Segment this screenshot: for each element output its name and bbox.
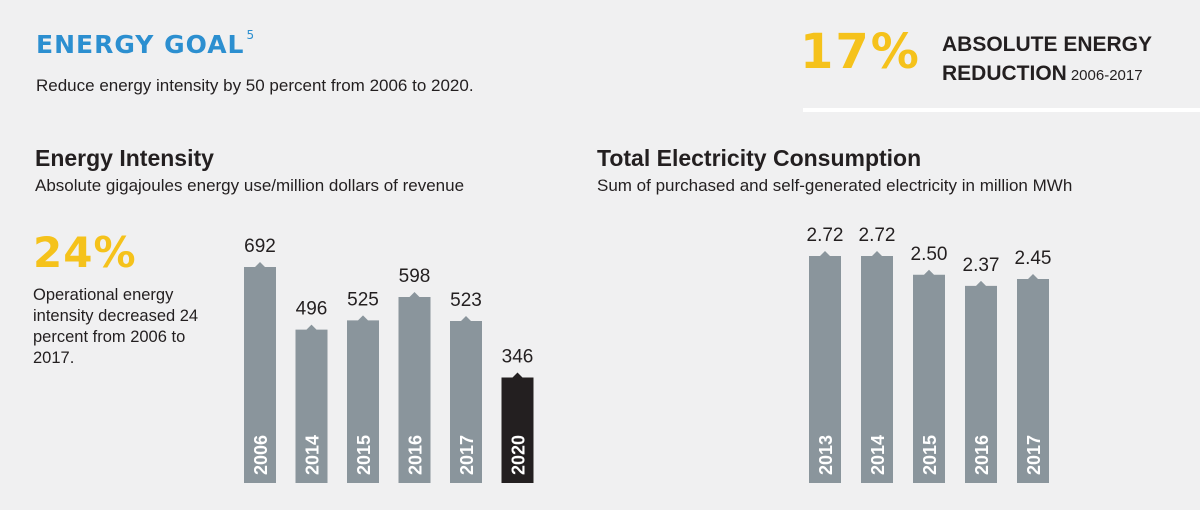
category-label-2017: 2017 bbox=[457, 435, 477, 475]
category-label-2014: 2014 bbox=[303, 435, 323, 475]
intensity-title: Energy Intensity bbox=[35, 145, 214, 171]
bar-2013 bbox=[809, 251, 841, 483]
goal-subtitle: Reduce energy intensity by 50 percent fr… bbox=[36, 76, 474, 95]
electricity-subtitle: Sum of purchased and self-generated elec… bbox=[597, 176, 1073, 195]
category-label-2013: 2013 bbox=[816, 435, 836, 475]
category-label-2020: 2020 bbox=[509, 435, 529, 475]
footnote-marker: 5 bbox=[246, 28, 256, 42]
kpi-label-line2: REDUCTION 2006-2017 bbox=[942, 62, 1143, 86]
category-label-2016: 2016 bbox=[972, 435, 992, 475]
value-label-2013: 2.72 bbox=[807, 225, 844, 246]
bar-2020 bbox=[501, 372, 534, 483]
value-label-2014: 2.72 bbox=[859, 225, 896, 246]
category-label-2014: 2014 bbox=[868, 435, 888, 475]
category-label-2015: 2015 bbox=[920, 435, 940, 475]
value-label-2017: 523 bbox=[450, 290, 482, 311]
value-label-2016: 2.37 bbox=[963, 255, 1000, 276]
energy-goal-title: ENERGY GOAL 5 bbox=[36, 28, 256, 59]
bar-2014 bbox=[861, 251, 893, 483]
bar-2016 bbox=[398, 292, 431, 483]
category-label-2006: 2006 bbox=[251, 435, 271, 475]
intensity-subtitle: Absolute gigajoules energy use/million d… bbox=[35, 176, 465, 195]
category-label-2017: 2017 bbox=[1024, 435, 1044, 475]
goal-title-text: ENERGY GOAL bbox=[36, 30, 245, 59]
value-label-2014: 496 bbox=[296, 299, 328, 320]
value-label-2017: 2.45 bbox=[1015, 248, 1052, 269]
bar-2017 bbox=[1017, 274, 1049, 483]
kpi-label-reduction: REDUCTION bbox=[942, 62, 1067, 85]
bar-2015 bbox=[347, 315, 379, 483]
kpi-percent: 17% bbox=[800, 24, 921, 80]
value-label-2015: 2.50 bbox=[911, 244, 948, 265]
value-label-2016: 598 bbox=[399, 266, 431, 287]
bar-2017 bbox=[450, 315, 482, 483]
value-label-2020: 346 bbox=[502, 347, 534, 368]
kpi-underline bbox=[803, 28, 1200, 112]
bar-2016 bbox=[965, 280, 997, 483]
bar-group-0: 692 2006 496 2014 525 2015 598 2016 523 2017 346 20… bbox=[244, 236, 534, 483]
bar-group-1: 2.72 2013 2.72 2014 2.50 2015 2.37 2016 2.45 2017 bbox=[807, 225, 1052, 483]
value-label-2015: 525 bbox=[347, 289, 379, 310]
bar-2006 bbox=[244, 262, 276, 483]
intensity-highlight-text: Operational energy intensity decreased 2… bbox=[33, 286, 199, 367]
category-label-2015: 2015 bbox=[354, 435, 374, 475]
bar-2014 bbox=[295, 324, 328, 483]
kpi-years: 2006-2017 bbox=[1070, 67, 1143, 84]
electricity-title: Total Electricity Consumption bbox=[597, 145, 922, 171]
value-label-2006: 692 bbox=[244, 236, 276, 257]
category-label-2016: 2016 bbox=[406, 435, 426, 475]
bar-2015 bbox=[913, 269, 945, 483]
intensity-highlight-percent: 24% bbox=[33, 228, 137, 277]
kpi-label-line1: ABSOLUTE ENERGY bbox=[942, 33, 1153, 56]
